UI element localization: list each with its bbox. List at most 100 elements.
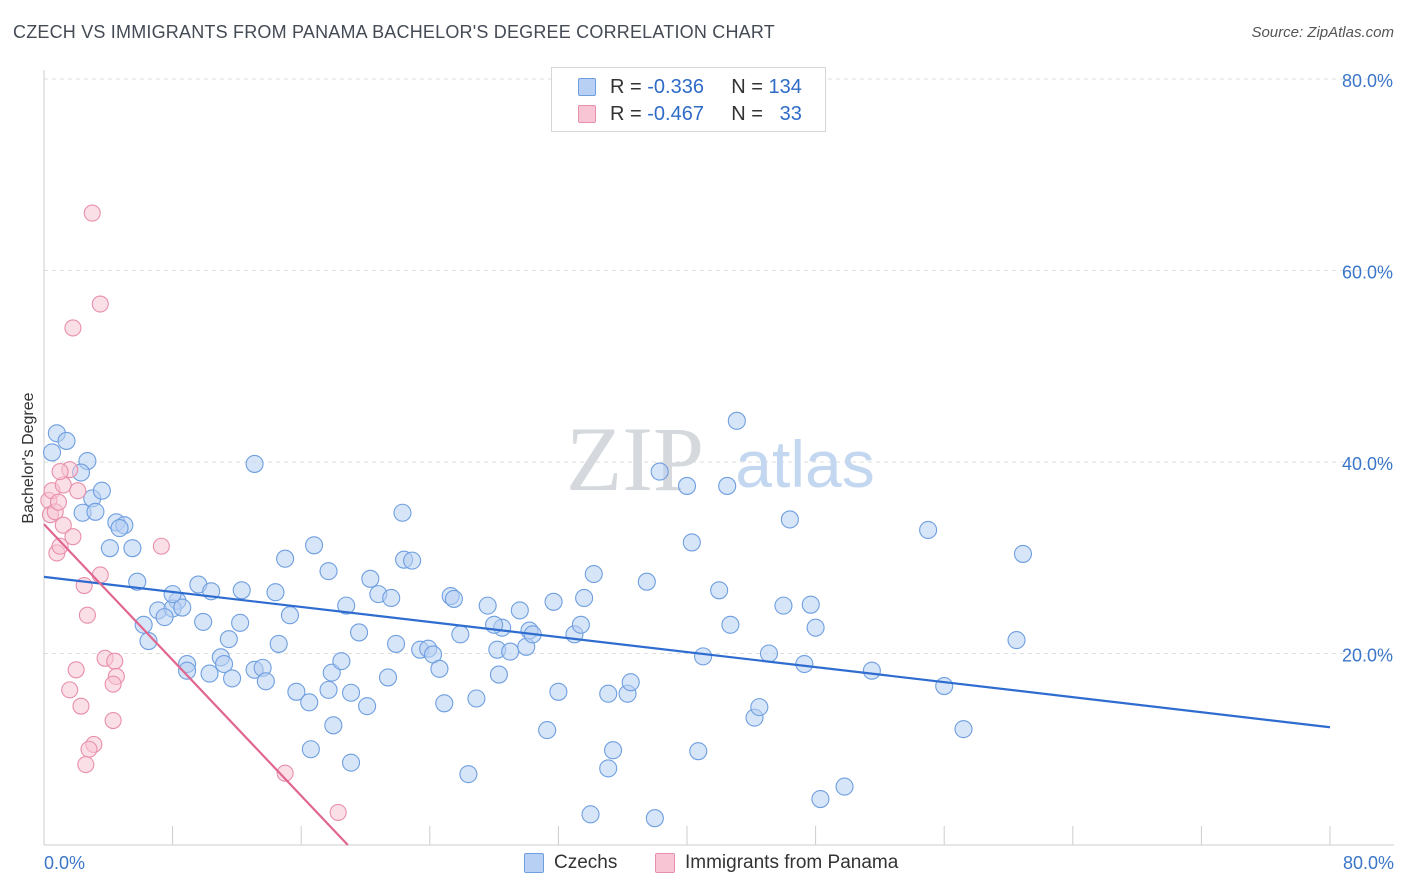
panama-point: [106, 652, 124, 670]
panama-swatch-icon: [578, 105, 596, 123]
panama-legend-icon: [655, 853, 675, 873]
czechs-point: [319, 562, 338, 581]
axes: [43, 70, 1394, 846]
n-value-czechs: 134: [768, 75, 802, 98]
czechs-point: [710, 581, 729, 600]
legend-label-panama: Immigrants from Panama: [685, 852, 899, 873]
czechs-point: [637, 572, 656, 591]
czechs-point: [501, 642, 520, 661]
czechs-point: [155, 608, 174, 627]
czechs-point: [575, 588, 594, 608]
czechs-point: [599, 759, 618, 778]
czechs-point: [386, 634, 406, 653]
r-label: R =: [610, 102, 642, 125]
czechs-point: [510, 601, 529, 620]
panama-point: [64, 528, 82, 546]
czechs-point: [750, 698, 769, 717]
czechs-point: [650, 462, 669, 481]
czechs-legend-icon: [524, 853, 544, 873]
czechs-point: [721, 615, 740, 634]
czechs-point: [645, 809, 664, 828]
czechs-point: [489, 665, 508, 684]
panama-point: [54, 516, 72, 534]
panama-point: [91, 295, 109, 313]
czechs-point: [301, 740, 320, 759]
czechs-point: [110, 519, 129, 538]
czechs-point: [134, 615, 153, 634]
y-tick-label: 60.0%: [1342, 263, 1393, 283]
legend-row-panama: R = -0.467 N = 33: [552, 101, 802, 127]
czechs-point: [100, 539, 119, 558]
legend-item-panama: Immigrants from Panama: [655, 852, 898, 874]
czechs-point: [214, 654, 234, 674]
panama-point: [78, 606, 96, 624]
czechs-point: [223, 669, 242, 688]
czechs-point: [862, 661, 881, 680]
czechs-point: [811, 789, 830, 809]
czechs-point: [332, 652, 351, 671]
czechs-point: [581, 805, 600, 824]
panama-point: [64, 319, 82, 337]
czechs-point: [444, 589, 463, 608]
panama-point: [104, 711, 122, 730]
czechs-point: [358, 697, 377, 716]
x-tick-label-min: 0.0%: [44, 853, 85, 873]
chart-title: CZECH VS IMMIGRANTS FROM PANAMA BACHELOR…: [13, 22, 775, 42]
panama-point: [69, 482, 87, 500]
czechs-point: [806, 618, 825, 637]
trendlines: [43, 523, 1331, 846]
czechs-point: [231, 613, 250, 632]
czechs-point: [378, 668, 398, 687]
czechs-point: [451, 625, 470, 644]
watermark-zip: ZIP: [566, 408, 704, 510]
r-value-czechs: -0.336: [647, 75, 704, 98]
r-value-panama: -0.467: [647, 102, 704, 125]
czechs-trendline: [43, 575, 1331, 729]
czechs-point: [759, 644, 779, 663]
czechs-point: [459, 765, 478, 784]
czechs-point: [774, 596, 793, 615]
y-tick-labels: 20.0% 40.0% 60.0% 80.0%: [1342, 71, 1393, 666]
czechs-point: [780, 510, 799, 529]
czechs-point: [478, 596, 497, 615]
panama-point: [329, 803, 347, 821]
panama-point: [61, 681, 79, 699]
y-tick-label: 80.0%: [1342, 71, 1393, 91]
czechs-point: [621, 673, 640, 692]
n-label: N =: [731, 75, 763, 98]
czechs-point: [163, 585, 182, 604]
czechs-point: [549, 682, 568, 701]
czechs-point: [727, 411, 746, 430]
watermark-atlas: atlas: [735, 427, 874, 501]
czechs-point: [599, 684, 618, 703]
czechs-point: [544, 592, 563, 611]
czechs-point: [718, 476, 737, 495]
czechs-swatch-icon: [578, 78, 596, 96]
czechs-point: [266, 583, 285, 602]
gridlines: [44, 78, 1394, 654]
czechs-points: [42, 411, 1033, 828]
czechs-point: [256, 672, 275, 691]
czechs-point: [604, 741, 623, 760]
czechs-point: [382, 588, 401, 608]
czechs-point: [1013, 544, 1033, 563]
czechs-point: [694, 647, 713, 666]
watermark: ZIP atlas: [566, 408, 875, 510]
czechs-point: [538, 721, 557, 740]
y-tick-label: 20.0%: [1342, 646, 1393, 666]
czechs-point: [42, 443, 62, 462]
n-value-panama: 33: [779, 102, 802, 125]
czechs-point: [682, 533, 701, 552]
x-axis-ticks: [43, 826, 1331, 845]
czechs-point: [393, 503, 412, 522]
czechs-point: [219, 630, 238, 649]
panama-point: [77, 756, 95, 774]
panama-point: [49, 493, 68, 511]
panama-point: [51, 463, 69, 481]
panama-points: [40, 204, 347, 821]
czechs-point: [584, 564, 603, 584]
panama-trendline: [43, 523, 349, 846]
czechs-point: [173, 598, 192, 617]
czechs-point: [269, 634, 288, 653]
